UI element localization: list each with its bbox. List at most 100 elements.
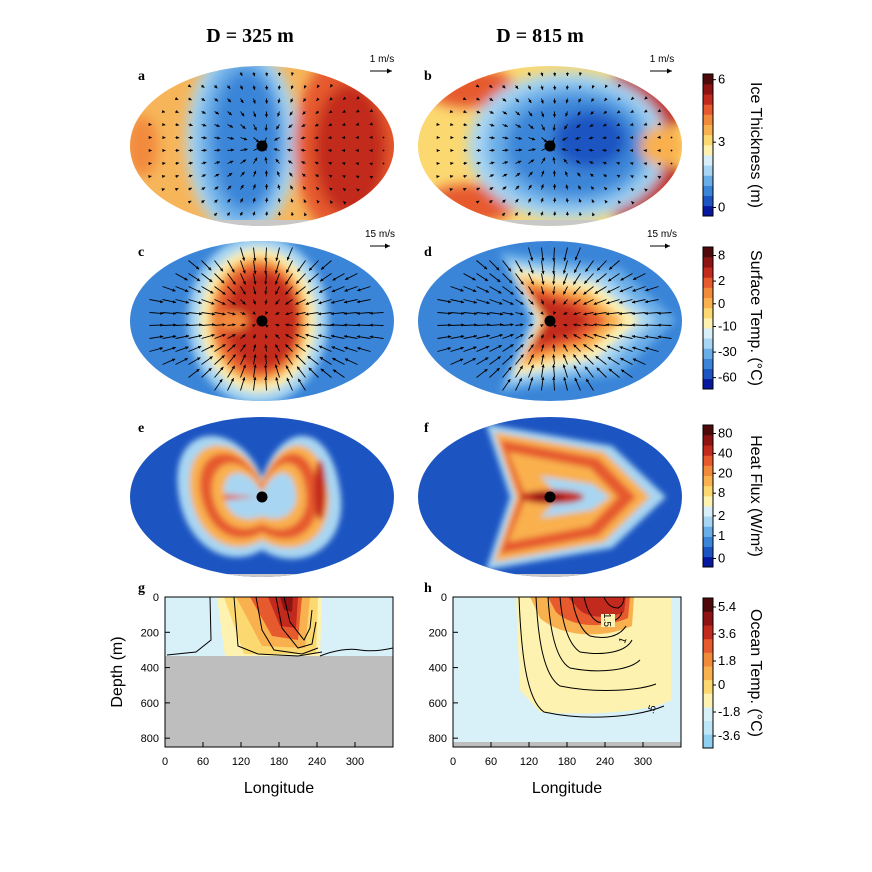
vector-arrowhead — [175, 110, 179, 114]
vector-arrowhead — [159, 299, 164, 304]
vector-arrowhead — [583, 334, 587, 338]
vector-arrowhead — [195, 266, 200, 270]
vector-arrowhead — [463, 187, 467, 191]
vector-arrowhead — [540, 324, 544, 328]
vector-arrowhead — [576, 160, 580, 164]
vector-arrowhead — [213, 212, 217, 217]
vector-arrowhead — [619, 346, 623, 350]
vector-arrowhead — [540, 301, 544, 305]
reference-vector-b: 1 m/s — [650, 54, 674, 74]
panel-letter-f: f — [424, 421, 429, 436]
vector-arrowhead — [290, 212, 294, 216]
vector-arrowhead — [306, 344, 310, 348]
vector-arrowhead — [253, 291, 257, 295]
vector-arrowhead — [552, 271, 556, 275]
vector-arrowhead — [314, 148, 318, 153]
vector-arrowhead — [518, 148, 523, 152]
vector-arrowhead — [583, 354, 588, 359]
vector-arrowhead — [217, 148, 221, 152]
vector-arrowhead — [504, 123, 508, 127]
vector-arrowhead — [275, 291, 279, 295]
vector-arrowhead — [475, 84, 480, 88]
vector-arrowhead — [252, 197, 256, 202]
vector-dot — [382, 136, 385, 139]
vector-arrowhead — [186, 323, 190, 327]
vector-arrowhead — [489, 84, 493, 88]
vector-arrowhead — [329, 187, 333, 191]
substellar-point-marker — [544, 315, 556, 327]
colorbar-tick-label: 5.4 — [718, 599, 736, 614]
vector-arrowhead — [477, 148, 481, 153]
y-tick-label: 200 — [429, 627, 447, 639]
colorbar-swatch — [703, 134, 713, 146]
vector-arrowhead — [187, 84, 192, 88]
vector-arrowhead — [307, 279, 312, 283]
vector-arrowhead — [607, 357, 612, 361]
vector-arrowhead — [496, 267, 500, 271]
vector-arrowhead — [342, 122, 346, 126]
vector-arrowhead — [563, 301, 567, 305]
vector-arrowhead — [162, 148, 166, 153]
vector-arrowhead — [530, 334, 534, 338]
vector-arrowhead — [227, 85, 231, 89]
vector-arrowhead — [541, 127, 545, 131]
colorbar-tick-label: -30 — [718, 344, 737, 359]
vector-arrowhead — [227, 98, 231, 103]
panel-letter-g: g — [138, 581, 145, 596]
vector-arrowhead — [485, 345, 490, 349]
vector-arrowhead — [232, 301, 236, 305]
vector-arrowhead — [232, 291, 236, 295]
vector-arrowhead — [477, 123, 481, 127]
vector-arrowhead — [202, 110, 206, 114]
vector-arrowhead — [252, 184, 256, 188]
vector-arrowhead — [620, 277, 624, 281]
x-tick-label: 300 — [634, 756, 652, 768]
vector-arrowhead — [227, 198, 231, 203]
vector-arrowhead — [578, 99, 582, 103]
vector-arrowhead — [514, 212, 518, 216]
vector-arrowhead — [315, 123, 319, 127]
colorbar-swatch — [703, 155, 713, 166]
vector-arrowhead — [498, 290, 502, 294]
vector-arrowhead — [277, 86, 281, 90]
vector-arrowhead — [319, 357, 324, 361]
colorbar-tick-label: -60 — [718, 370, 737, 385]
colorbar-swatch — [703, 445, 713, 456]
colorbar-tick-label: 0 — [718, 199, 725, 214]
vector-arrowhead — [502, 98, 507, 102]
vector-arrowhead — [552, 334, 556, 338]
substellar-point-marker — [544, 140, 556, 152]
vector-arrowhead — [201, 84, 205, 88]
vector-arrowhead — [343, 300, 348, 304]
vector-arrowhead — [497, 356, 501, 360]
colorbar-swatch — [703, 546, 713, 558]
vector-arrowhead — [356, 188, 360, 192]
vector-arrowhead — [487, 312, 491, 316]
vector-arrowhead — [275, 159, 279, 163]
vector-arrowhead — [657, 311, 661, 315]
vector-arrowhead — [595, 356, 599, 360]
vector-arrowhead — [606, 345, 611, 349]
x-tick-label: 300 — [346, 756, 364, 768]
vector-arrowhead — [517, 124, 521, 128]
vector-arrowhead — [657, 135, 661, 139]
vector-arrowhead — [460, 346, 464, 350]
x-tick-label: 60 — [197, 756, 209, 768]
x-tick-label: 0 — [450, 756, 456, 768]
vector-arrowhead — [332, 358, 336, 361]
vector-arrowhead — [202, 123, 207, 127]
vector-arrowhead — [485, 357, 489, 361]
vector-arrowhead — [162, 161, 166, 166]
vector-arrowhead — [645, 347, 649, 351]
vector-arrowhead — [357, 347, 361, 351]
vector-arrowhead — [618, 83, 622, 88]
vector-arrowhead — [563, 159, 567, 163]
vector-arrowhead — [540, 311, 544, 315]
vector-arrowhead — [162, 135, 166, 140]
vector-arrowhead — [185, 300, 189, 304]
vector-arrowhead — [491, 161, 495, 165]
vector-arrowhead — [591, 199, 595, 203]
vector-arrowhead — [214, 186, 219, 190]
vector-arrowhead — [222, 323, 226, 327]
vector-arrowhead — [199, 312, 203, 316]
